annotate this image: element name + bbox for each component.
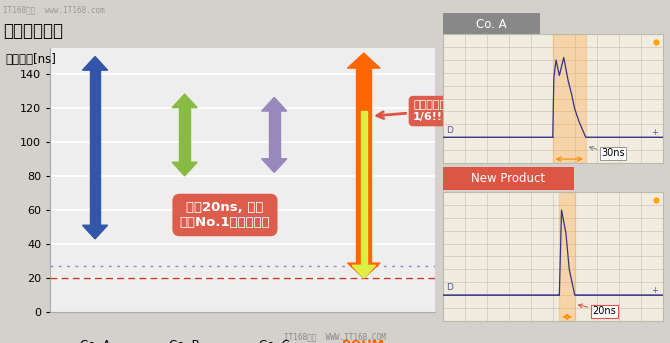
Text: Co. A: Co. A: [80, 339, 111, 343]
Polygon shape: [352, 265, 376, 278]
Polygon shape: [356, 68, 371, 263]
Bar: [559, 192, 575, 321]
Polygon shape: [361, 111, 366, 265]
Text: ROHM: ROHM: [342, 339, 385, 343]
Text: +: +: [652, 128, 659, 137]
Polygon shape: [172, 94, 197, 108]
Polygon shape: [269, 111, 279, 159]
Text: 最短导通时间: 最短导通时间: [3, 22, 64, 40]
Polygon shape: [348, 263, 380, 278]
Polygon shape: [348, 53, 380, 68]
Polygon shape: [180, 108, 190, 162]
Polygon shape: [82, 57, 108, 70]
Text: Co. C: Co. C: [259, 339, 289, 343]
Polygon shape: [172, 162, 197, 176]
Text: 30ns: 30ns: [590, 146, 624, 158]
Polygon shape: [82, 225, 108, 239]
Text: 仅以往产品的
1/6!!: 仅以往产品的 1/6!!: [377, 100, 453, 122]
Text: Co. A: Co. A: [476, 18, 507, 31]
Text: 脉冲宽度[ns]: 脉冲宽度[ns]: [5, 53, 56, 66]
Polygon shape: [262, 97, 287, 111]
Text: D: D: [446, 283, 453, 292]
Text: D: D: [446, 126, 453, 134]
Bar: [553, 34, 586, 163]
Text: +: +: [652, 286, 659, 295]
Text: IT168网站  www.IT168.com: IT168网站 www.IT168.com: [3, 5, 105, 14]
Text: 实现20ns, 打造
世界No.1产品阵容！: 实现20ns, 打造 世界No.1产品阵容！: [180, 201, 270, 229]
Text: IT168网站  WWW.IT168.COM: IT168网站 WWW.IT168.COM: [284, 332, 386, 341]
Polygon shape: [90, 70, 100, 225]
Text: Co. B: Co. B: [170, 339, 200, 343]
Text: New Product: New Product: [471, 172, 545, 185]
Polygon shape: [262, 159, 287, 173]
Text: 20ns: 20ns: [578, 304, 616, 316]
